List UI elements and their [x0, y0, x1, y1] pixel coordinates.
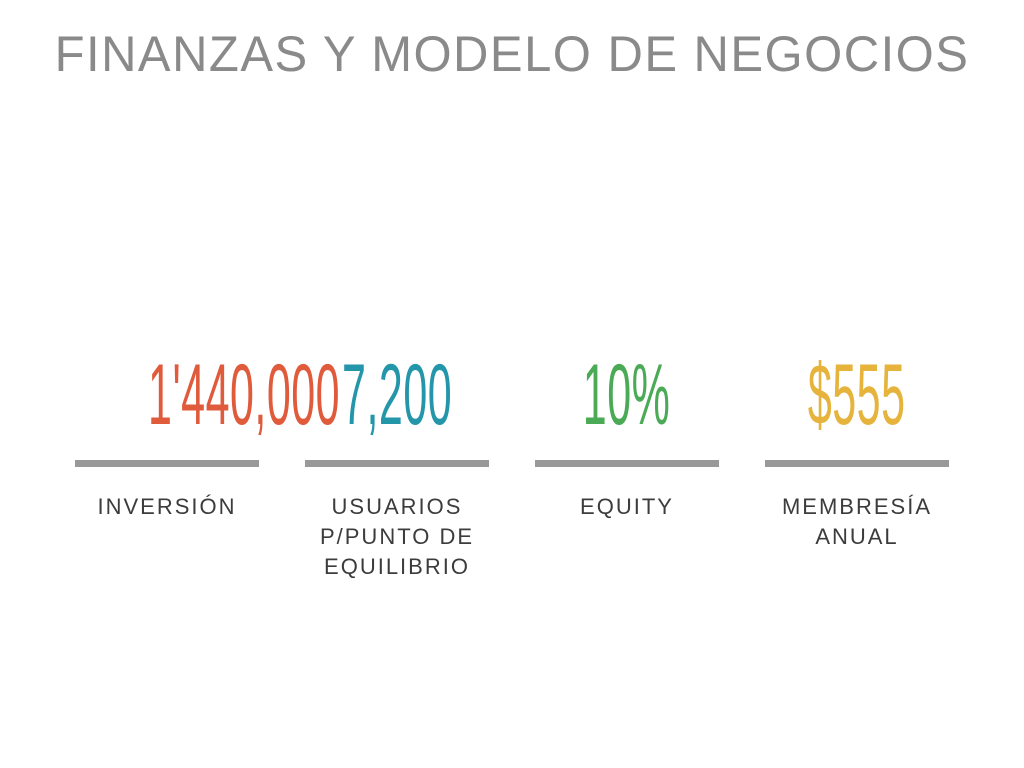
stat-underline: [75, 460, 259, 467]
stat-value-equity: 10%: [512, 352, 742, 438]
stat-column-usuarios: 7,200 USUARIOS P/PUNTO DE EQUILIBRIO: [282, 352, 512, 582]
stat-label-line: INVERSIÓN: [97, 494, 237, 519]
stat-value-inversion: 1'440,000: [52, 352, 340, 438]
stat-value-text: $555: [808, 347, 906, 443]
stat-label-line: EQUILIBRIO: [324, 554, 470, 579]
stat-value-text: 1'440,000: [148, 347, 341, 443]
stat-column-membresia: $555 MEMBRESÍA ANUAL: [742, 352, 972, 582]
stats-row: 1'440,000 INVERSIÓN 7,200 USUARIOS P/PUN…: [52, 352, 972, 582]
stat-label-inversion: INVERSIÓN: [52, 492, 282, 522]
page-title: FINANZAS Y MODELO DE NEGOCIOS: [54, 26, 970, 82]
stat-value-text: 10%: [583, 347, 671, 443]
stat-label-equity: EQUITY: [512, 492, 742, 522]
stat-column-inversion: 1'440,000 INVERSIÓN: [52, 352, 340, 582]
stat-underline: [765, 460, 949, 467]
stat-value-text: 7,200: [341, 347, 453, 443]
stat-label-line: EQUITY: [580, 494, 674, 519]
stat-label-membresia: MEMBRESÍA ANUAL: [742, 492, 972, 552]
stat-value-usuarios: 7,200: [282, 352, 512, 438]
stat-label-line: USUARIOS: [331, 494, 463, 519]
stat-label-line: P/PUNTO DE: [319, 524, 475, 549]
stat-label-line: ANUAL: [815, 524, 899, 549]
stat-underline: [535, 460, 719, 467]
stat-column-equity: 10% EQUITY: [512, 352, 742, 582]
stat-value-membresia: $555: [742, 352, 972, 438]
stat-label-usuarios: USUARIOS P/PUNTO DE EQUILIBRIO: [282, 492, 512, 582]
stat-underline: [305, 460, 489, 467]
stat-label-line: MEMBRESÍA: [781, 494, 933, 519]
